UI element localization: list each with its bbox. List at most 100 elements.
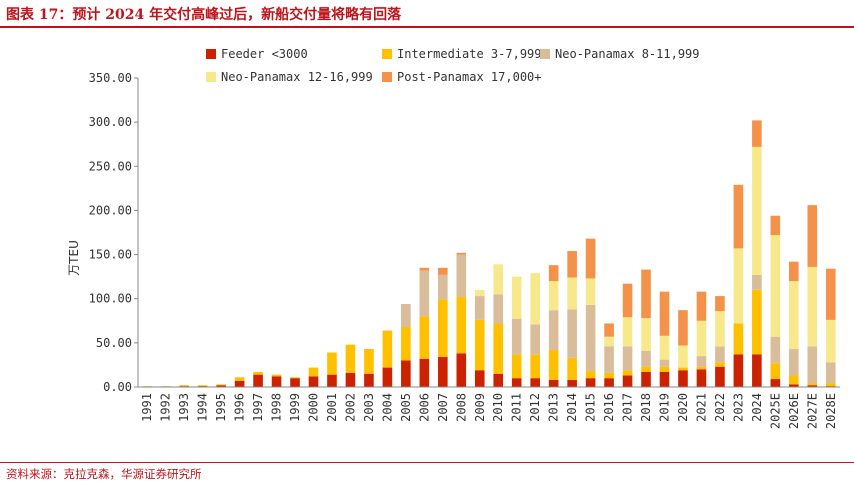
bar-segment-1-2003 (364, 373, 374, 387)
bar-segment-2-1994 (197, 385, 208, 387)
bar-segment-1-1998 (271, 376, 282, 387)
bar-segment-3-2014 (567, 309, 577, 358)
x-tick-label: 2016 (602, 393, 616, 422)
x-tick-label: 2017 (621, 393, 635, 422)
bar-segment-4-2022 (715, 311, 725, 347)
bar-segment-3-2024 (752, 274, 762, 290)
chart-title: 图表 17：预计 2024 年交付高峰过后，新船交付量将略有回落 (6, 7, 402, 23)
bar-segment-2-2011 (511, 354, 522, 379)
bar-segment-3-2025E (770, 336, 781, 364)
bar-segment-2-2008 (456, 296, 467, 354)
bar-segment-3-2022 (715, 346, 725, 363)
bar-segment-1-1995 (216, 385, 226, 387)
x-tick-label: 2010 (491, 393, 505, 422)
bar-segment-1-2023 (733, 354, 744, 387)
bar-segment-2-2028E (825, 383, 836, 387)
bar-segment-2-2018 (641, 366, 651, 372)
bar-segment-4-2012 (530, 273, 540, 325)
y-tick-label: 300.00 (89, 115, 132, 129)
x-tick-label: 2018 (639, 393, 653, 422)
bar-segment-2-2006 (419, 316, 430, 359)
bar-segment-4-2024 (752, 146, 762, 275)
bar-segment-1-2013 (548, 379, 559, 387)
bar-segment-4-2026E (789, 281, 799, 350)
x-tick-label: 2023 (731, 393, 745, 422)
bar-segment-1-2015 (585, 378, 596, 387)
bar-segment-1-2020 (678, 370, 688, 387)
bar-segment-2-2000 (308, 367, 319, 377)
bar-segment-2-2015 (585, 371, 596, 379)
bar-segment-1-2026E (789, 384, 799, 387)
bar-segment-2-2010 (493, 323, 504, 374)
bar-segment-1-2006 (419, 358, 430, 387)
bar-segment-2-1998 (271, 374, 282, 377)
bar-segment-3-2005 (401, 304, 411, 327)
bar-segment-2-2027E (807, 383, 818, 386)
bar-segment-5-2008 (456, 252, 467, 255)
x-tick-label: 2020 (676, 393, 690, 422)
bar-segment-3-2017 (622, 346, 633, 371)
bar-segment-3-2028E (825, 362, 836, 384)
x-tick-label: 1999 (288, 393, 302, 422)
bar-segment-5-2014 (567, 251, 577, 278)
x-tick-label: 2013 (547, 393, 561, 422)
bar-segment-1-2002 (345, 372, 356, 387)
y-tick-label: 250.00 (89, 159, 132, 173)
bar-segment-1-2016 (604, 378, 614, 387)
bar-segment-2-1995 (216, 384, 226, 386)
x-tick-label: 1994 (196, 393, 210, 422)
bar-segment-2-1997 (253, 371, 263, 375)
bar-segment-1-1997 (253, 374, 263, 387)
x-tick-label: 2022 (713, 393, 727, 422)
bar-segment-2-2013 (548, 349, 559, 380)
bar-segment-4-2025E (770, 235, 781, 337)
bar-segment-1-2019 (659, 371, 670, 387)
legend-label-3: Neo-Panamax 8-11,999 (555, 47, 700, 61)
bar-segment-3-2019 (659, 359, 670, 367)
x-tick-label: 1993 (177, 393, 191, 422)
bar-segment-2-2026E (789, 375, 799, 385)
bar-segment-1-2012 (530, 378, 540, 387)
bar-segment-4-2020 (678, 345, 688, 368)
legend: Feeder <3000 Intermediate 3-7,999 Neo-Pana… (206, 47, 700, 84)
bar-segment-2-2002 (345, 344, 356, 373)
bar-segment-5-2027E (807, 205, 818, 267)
bar-segment-5-2026E (789, 261, 799, 282)
y-tick-label: 0.00 (103, 380, 132, 394)
bar-segment-3-2008 (456, 254, 467, 297)
bar-segment-2-2019 (659, 366, 670, 372)
bar-segment-4-2010 (493, 264, 504, 295)
bar-segment-3-2026E (789, 349, 799, 376)
x-tick-label: 2008 (454, 393, 468, 422)
legend-swatch-1 (206, 49, 216, 59)
x-tick-label: 2026E (787, 393, 801, 429)
x-tick-label: 2025E (768, 393, 782, 429)
bar-segment-2-2005 (401, 326, 411, 361)
bar-segment-5-2007 (438, 267, 448, 275)
bar-segment-3-2010 (493, 294, 504, 324)
bar-segment-2-2001 (327, 352, 337, 375)
bar-segment-5-2019 (659, 291, 670, 336)
x-tick-label: 2003 (362, 393, 376, 422)
bar-segment-4-2015 (585, 278, 596, 305)
bar-segment-5-2013 (548, 265, 559, 282)
bar-segment-4-2019 (659, 335, 670, 360)
bar-segment-1-2008 (456, 353, 467, 387)
bar-segment-1-2024 (752, 354, 762, 387)
bar-segment-5-2021 (696, 291, 707, 321)
x-tick-label: 2014 (565, 393, 579, 422)
y-axis-label: 万TEU (67, 240, 81, 276)
bar-segment-5-2016 (604, 323, 614, 337)
x-tick-label: 1996 (233, 393, 247, 422)
x-tick-label: 2012 (528, 393, 542, 422)
bar-segment-2-1996 (234, 377, 245, 381)
x-tick-label: 2006 (417, 393, 431, 422)
x-tick-label: 2011 (510, 393, 524, 422)
bar-segment-1-2022 (715, 366, 725, 387)
bar-segment-5-2006 (419, 267, 430, 271)
bar-segment-1-2025E (770, 379, 781, 387)
bar-segment-4-2027E (807, 266, 818, 347)
legend-label-1: Feeder <3000 (221, 47, 308, 61)
x-tick-label: 2015 (584, 393, 598, 422)
bar-segment-2-2014 (567, 357, 577, 380)
